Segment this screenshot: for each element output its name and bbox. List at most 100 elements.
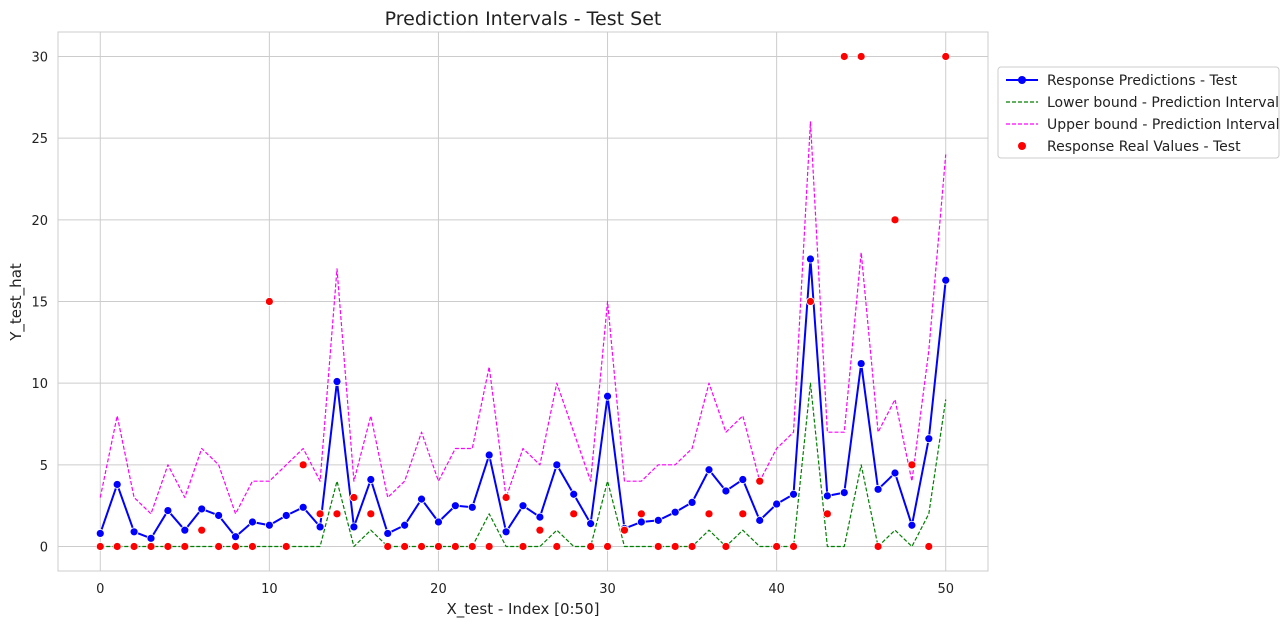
scatter-point xyxy=(552,542,562,551)
legend-item: Response Real Values - Test xyxy=(1018,139,1241,155)
line-point xyxy=(839,488,849,498)
line-point xyxy=(315,522,325,532)
scatter-point xyxy=(822,509,832,519)
line-point xyxy=(214,511,224,520)
line-point xyxy=(129,527,139,537)
line-point xyxy=(484,450,494,460)
legend-item: Upper bound - Prediction Interval xyxy=(1006,117,1280,133)
scatter-point xyxy=(231,542,240,551)
scatter-point xyxy=(873,542,883,551)
series-response-predictions-test xyxy=(95,254,951,543)
line-point xyxy=(197,504,207,514)
scatter-point xyxy=(890,215,900,225)
scatter-point xyxy=(518,542,528,551)
line-point xyxy=(349,522,359,532)
scatter-point xyxy=(772,542,782,551)
line-point xyxy=(924,434,934,444)
line-point xyxy=(501,527,511,537)
scatter-point xyxy=(586,542,596,551)
line-point xyxy=(95,529,105,538)
line-point xyxy=(653,515,663,525)
x-tick-label: 50 xyxy=(937,582,954,597)
line-point xyxy=(687,497,697,507)
scatter-point xyxy=(704,509,714,519)
line-point xyxy=(112,480,122,489)
scatter-point xyxy=(163,542,173,551)
line-point xyxy=(281,511,291,520)
scatter-point xyxy=(941,52,951,61)
scatter-point xyxy=(332,509,342,519)
line-point xyxy=(180,525,190,535)
line-point xyxy=(636,517,646,527)
scatter-point xyxy=(738,509,748,519)
line-point xyxy=(890,468,900,478)
line-point xyxy=(146,533,156,543)
line-point xyxy=(535,512,545,522)
scatter-point xyxy=(484,542,494,551)
line-point xyxy=(822,491,832,501)
line-point xyxy=(806,254,815,264)
scatter-point xyxy=(806,297,815,306)
scatter-point xyxy=(789,542,798,551)
series-line xyxy=(99,258,947,540)
series-upper-bound-prediction-interval xyxy=(99,121,947,515)
line-point xyxy=(704,465,714,475)
scatter-point xyxy=(687,542,697,551)
series-layer xyxy=(95,52,951,551)
y-tick-label: 25 xyxy=(31,132,48,147)
x-tick-label: 0 xyxy=(96,582,104,597)
x-tick-label: 40 xyxy=(768,582,785,597)
scatter-point xyxy=(535,525,545,535)
legend-label: Response Predictions - Test xyxy=(1047,73,1238,89)
line-point xyxy=(907,520,917,530)
y-tick-labels: 0 5 10 15 20 25 30 xyxy=(31,51,48,556)
scatter-point xyxy=(467,542,477,551)
x-tick-label: 30 xyxy=(599,582,616,597)
legend-label: Response Real Values - Test xyxy=(1047,139,1241,155)
scatter-point xyxy=(281,542,291,551)
line-point xyxy=(518,501,528,511)
scatter-point xyxy=(856,52,866,61)
scatter-point xyxy=(721,542,731,551)
plot-area xyxy=(57,31,989,572)
legend-label: Lower bound - Prediction Interval xyxy=(1047,95,1279,111)
scatter-point xyxy=(315,509,325,519)
scatter-point xyxy=(248,542,257,551)
scatter-point xyxy=(434,542,443,551)
legend: Response Predictions - Test Lower bound -… xyxy=(997,66,1280,159)
line-point xyxy=(366,475,376,484)
line-point xyxy=(670,507,680,517)
line-point xyxy=(450,501,460,511)
line-point xyxy=(586,519,596,529)
y-tick-label: 10 xyxy=(31,377,48,392)
line-point xyxy=(417,494,426,504)
scatter-point xyxy=(95,542,105,551)
scatter-point xyxy=(924,542,934,551)
line-point xyxy=(467,502,477,512)
scatter-point xyxy=(298,460,308,470)
line-point xyxy=(264,520,274,530)
scatter-point xyxy=(603,542,612,551)
line-point xyxy=(569,489,579,499)
scatter-point xyxy=(417,542,426,551)
line-point xyxy=(434,517,443,527)
line-point xyxy=(856,359,866,368)
y-tick-label: 15 xyxy=(31,296,48,311)
scatter-point xyxy=(146,542,156,551)
legend-marker xyxy=(1018,76,1026,84)
line-point xyxy=(772,499,782,509)
scatter-point xyxy=(653,542,663,551)
line-point xyxy=(603,391,612,401)
scatter-point xyxy=(450,542,460,551)
line-point xyxy=(721,486,731,496)
scatter-point xyxy=(180,542,190,551)
grid xyxy=(58,32,988,571)
y-tick-label: 5 xyxy=(40,459,48,474)
scatter-point xyxy=(670,542,680,551)
line-point xyxy=(298,502,308,512)
legend-box xyxy=(997,66,1280,159)
scatter-point xyxy=(636,509,646,519)
series-response-real-values-test xyxy=(95,52,951,551)
x-axis-label: X_test - Index [0:50] xyxy=(447,600,600,619)
